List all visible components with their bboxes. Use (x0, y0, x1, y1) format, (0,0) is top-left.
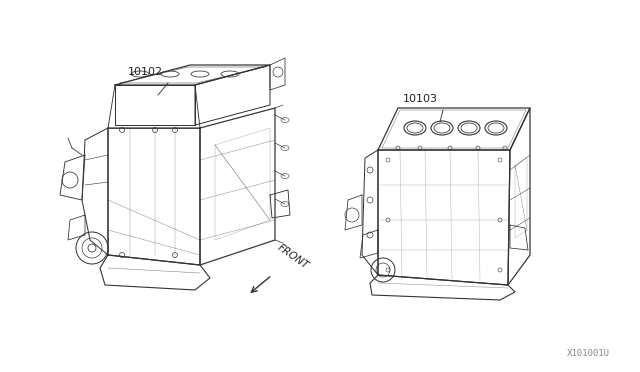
Text: 10103: 10103 (403, 94, 438, 104)
Text: X101001U: X101001U (567, 349, 610, 358)
Text: 10102: 10102 (127, 67, 163, 77)
Text: FRONT: FRONT (276, 243, 311, 271)
